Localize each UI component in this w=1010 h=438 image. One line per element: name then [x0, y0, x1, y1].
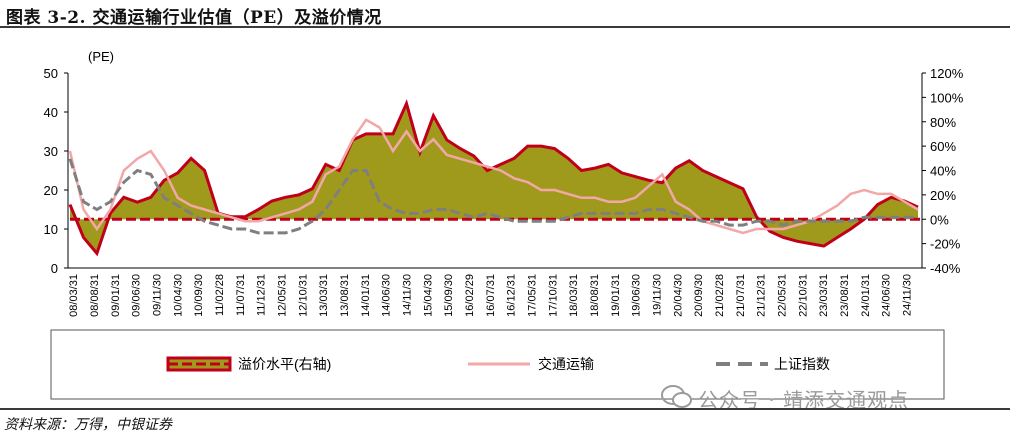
x-tick-label: 18/03/31 [568, 274, 580, 317]
x-tick-label: 19/06/30 [631, 274, 643, 317]
x-tick-label: 14/06/30 [381, 274, 393, 317]
left-tick-label: 10 [44, 222, 58, 237]
chart-title: 图表 3-2. 交通运输行业估值（PE）及溢价情况 [6, 8, 382, 28]
legend-label: 交通运输 [538, 356, 594, 372]
x-tick-label: 16/07/31 [485, 274, 497, 317]
x-tick-label: 14/01/31 [360, 274, 372, 317]
bottom-divider [0, 408, 1010, 410]
x-tick-label: 23/03/31 [818, 274, 830, 317]
right-tick-label: 60% [930, 139, 956, 154]
x-tick-label: 21/02/28 [714, 274, 726, 317]
x-tick-label: 16/12/31 [506, 274, 518, 317]
legend-label: 上证指数 [774, 356, 830, 372]
x-tick-label: 10/09/30 [193, 274, 205, 317]
x-tick-label: 10/04/30 [172, 274, 184, 317]
x-tick-label: 08/08/31 [89, 274, 101, 317]
x-tick-label: 09/01/31 [110, 274, 122, 317]
right-tick-label: 0% [930, 212, 949, 227]
legend-label: 溢价水平(右轴) [238, 356, 331, 372]
right-tick-label: 120% [930, 66, 964, 81]
x-tick-label: 22/10/31 [797, 274, 809, 317]
right-tick-label: 20% [930, 188, 956, 203]
x-tick-label: 11/07/31 [235, 274, 247, 316]
x-tick-label: 15/04/30 [422, 274, 434, 317]
x-tick-label: 23/08/31 [839, 274, 851, 317]
x-tick-label: 17/10/31 [547, 274, 559, 317]
x-tick-label: 17/05/31 [526, 274, 538, 317]
x-tick-label: 22/05/31 [776, 274, 788, 317]
top-divider [0, 26, 1010, 28]
x-tick-label: 19/01/31 [610, 274, 622, 317]
sse-line [68, 158, 918, 235]
right-tick-label: 100% [930, 90, 964, 105]
x-tick-label: 14/11/30 [402, 274, 414, 316]
wechat-icon [661, 385, 692, 408]
right-tick-label: -40% [930, 261, 961, 276]
x-tick-label: 08/03/31 [68, 274, 80, 317]
left-tick-label: 20 [44, 183, 58, 198]
right-tick-label: 80% [930, 115, 956, 130]
left-tick-label: 0 [51, 261, 58, 276]
x-tick-label: 21/12/31 [756, 274, 768, 317]
pe-premium-chart: 0 10 20 30 40 50 (PE) -40% -20% 0% 20% 40% 60% 80% 100… [44, 49, 964, 400]
left-axis-unit: (PE) [88, 49, 114, 64]
left-tick-label: 40 [44, 105, 58, 120]
x-tick-label: 18/08/31 [589, 274, 601, 317]
x-tick-label: 09/06/30 [131, 274, 143, 317]
left-tick-label: 30 [44, 144, 58, 159]
left-tick-label: 50 [44, 66, 58, 81]
x-tick-label: 24/06/30 [881, 274, 893, 317]
source-note: 资料来源：万得，中银证券 [4, 417, 172, 433]
x-tick-label: 21/07/31 [735, 274, 747, 317]
x-tick-label: 20/09/30 [693, 274, 705, 317]
x-tick-label: 19/11/30 [651, 274, 663, 316]
x-tick-label: 09/11/30 [152, 274, 164, 316]
right-tick-label: -20% [930, 237, 961, 252]
x-tick-label: 11/12/31 [256, 274, 268, 316]
x-tick-label: 24/01/31 [860, 274, 872, 317]
x-tick-label: 11/02/28 [214, 274, 226, 316]
right-tick-label: 40% [930, 164, 956, 179]
x-tick-label: 13/03/31 [318, 274, 330, 317]
premium-area [70, 103, 918, 254]
x-tick-label: 12/05/31 [277, 274, 289, 317]
chart-legend: 溢价水平(右轴) 交通运输 上证指数 [50, 329, 945, 400]
x-tick-label: 13/08/31 [339, 274, 351, 317]
x-tick-label: 15/09/30 [443, 274, 455, 317]
x-tick-label: 16/02/29 [464, 274, 476, 317]
x-tick-label: 12/10/31 [297, 274, 309, 317]
x-tick-label: 24/11/30 [901, 274, 913, 316]
x-tick-label: 20/04/30 [672, 274, 684, 317]
transport-line [68, 118, 919, 235]
